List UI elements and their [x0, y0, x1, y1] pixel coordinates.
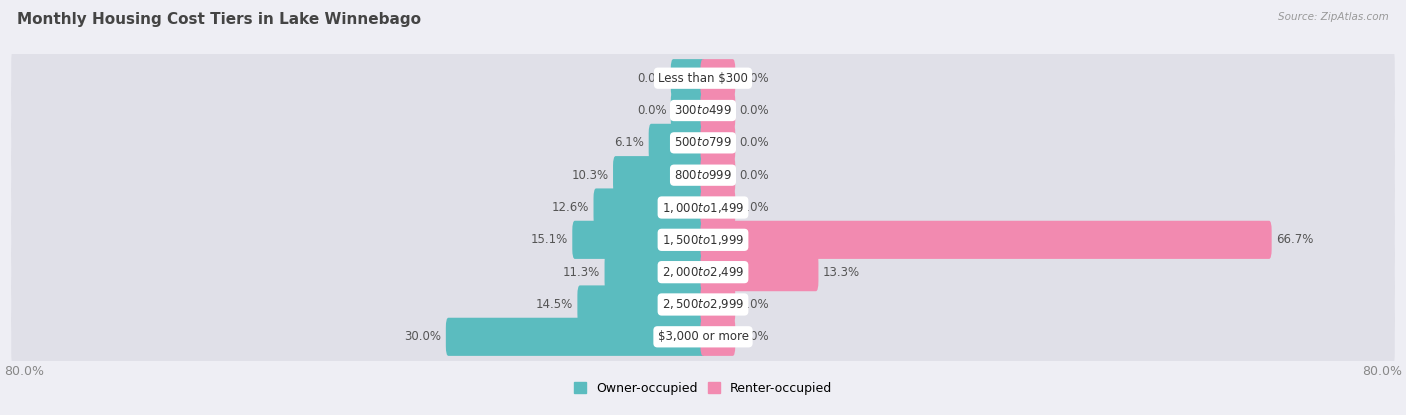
FancyBboxPatch shape: [700, 124, 735, 162]
Text: $2,000 to $2,499: $2,000 to $2,499: [662, 265, 744, 279]
Text: 13.3%: 13.3%: [823, 266, 860, 278]
Text: 0.0%: 0.0%: [740, 72, 769, 85]
Text: 0.0%: 0.0%: [740, 168, 769, 182]
FancyBboxPatch shape: [11, 304, 1395, 369]
FancyBboxPatch shape: [700, 91, 735, 129]
Text: 6.1%: 6.1%: [614, 137, 644, 149]
Text: Source: ZipAtlas.com: Source: ZipAtlas.com: [1278, 12, 1389, 22]
FancyBboxPatch shape: [572, 221, 706, 259]
FancyBboxPatch shape: [671, 59, 706, 97]
Text: 14.5%: 14.5%: [536, 298, 574, 311]
Text: $1,500 to $1,999: $1,500 to $1,999: [662, 233, 744, 247]
FancyBboxPatch shape: [446, 318, 706, 356]
Text: Less than $300: Less than $300: [658, 72, 748, 85]
FancyBboxPatch shape: [11, 207, 1395, 273]
Text: $1,000 to $1,499: $1,000 to $1,499: [662, 200, 744, 215]
Text: 66.7%: 66.7%: [1275, 233, 1313, 247]
FancyBboxPatch shape: [613, 156, 706, 194]
Text: 0.0%: 0.0%: [740, 330, 769, 343]
Text: 15.1%: 15.1%: [531, 233, 568, 247]
Text: 11.3%: 11.3%: [562, 266, 600, 278]
Text: Monthly Housing Cost Tiers in Lake Winnebago: Monthly Housing Cost Tiers in Lake Winne…: [17, 12, 420, 27]
Text: 0.0%: 0.0%: [637, 104, 666, 117]
FancyBboxPatch shape: [648, 124, 706, 162]
Text: 30.0%: 30.0%: [405, 330, 441, 343]
FancyBboxPatch shape: [11, 272, 1395, 337]
Text: $500 to $799: $500 to $799: [673, 137, 733, 149]
FancyBboxPatch shape: [605, 253, 706, 291]
Text: 12.6%: 12.6%: [553, 201, 589, 214]
FancyBboxPatch shape: [11, 78, 1395, 143]
FancyBboxPatch shape: [700, 221, 1271, 259]
FancyBboxPatch shape: [700, 59, 735, 97]
Text: $800 to $999: $800 to $999: [673, 168, 733, 182]
FancyBboxPatch shape: [700, 286, 735, 324]
FancyBboxPatch shape: [700, 253, 818, 291]
Text: 0.0%: 0.0%: [740, 298, 769, 311]
Text: 10.3%: 10.3%: [572, 168, 609, 182]
FancyBboxPatch shape: [578, 286, 706, 324]
Text: $3,000 or more: $3,000 or more: [658, 330, 748, 343]
FancyBboxPatch shape: [11, 46, 1395, 111]
FancyBboxPatch shape: [11, 175, 1395, 240]
Text: $300 to $499: $300 to $499: [673, 104, 733, 117]
Text: 0.0%: 0.0%: [740, 104, 769, 117]
FancyBboxPatch shape: [700, 188, 735, 227]
Text: 0.0%: 0.0%: [740, 201, 769, 214]
Text: $2,500 to $2,999: $2,500 to $2,999: [662, 298, 744, 312]
FancyBboxPatch shape: [11, 142, 1395, 208]
FancyBboxPatch shape: [11, 239, 1395, 305]
FancyBboxPatch shape: [11, 110, 1395, 176]
FancyBboxPatch shape: [700, 318, 735, 356]
FancyBboxPatch shape: [700, 156, 735, 194]
Text: 0.0%: 0.0%: [740, 137, 769, 149]
Legend: Owner-occupied, Renter-occupied: Owner-occupied, Renter-occupied: [574, 382, 832, 395]
FancyBboxPatch shape: [593, 188, 706, 227]
FancyBboxPatch shape: [671, 91, 706, 129]
Text: 0.0%: 0.0%: [637, 72, 666, 85]
